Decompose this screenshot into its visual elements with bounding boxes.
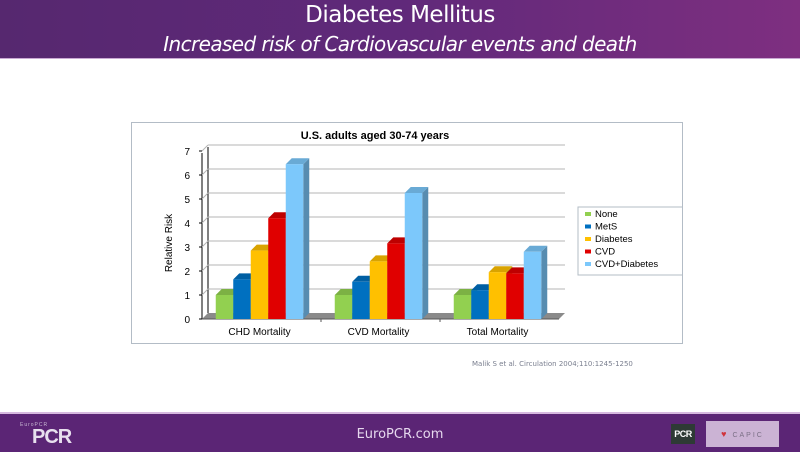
x-ticks: CHD Mortality CVD Mortality Total Mortalit… xyxy=(228,319,528,338)
legend-label: CVD xyxy=(595,247,615,258)
y-ticks: 0 1 2 3 4 5 6 7 xyxy=(184,147,202,326)
bar-diabetes-1 xyxy=(369,261,388,319)
bar-cvd-diabetes-0 xyxy=(285,164,304,319)
capic-logo: ♥ CAPIC xyxy=(706,421,779,447)
bar-cvd-diabetes-2 xyxy=(523,251,542,319)
legend-swatch xyxy=(585,249,591,254)
footer-site-link[interactable]: EuroPCR.com xyxy=(356,427,444,442)
logo-big-text: PCR xyxy=(32,426,72,448)
y-tick-label: 5 xyxy=(184,195,190,206)
y-tick-label: 4 xyxy=(184,219,190,230)
y-tick-label: 7 xyxy=(184,147,190,158)
gridline-diag xyxy=(201,192,209,200)
x-tick-label: Total Mortality xyxy=(467,327,529,338)
bar-none-0 xyxy=(215,295,234,319)
citation: Malik S et al. Circulation 2004;110:1245… xyxy=(472,360,633,368)
bar-cvd-diabetes-1 xyxy=(404,193,423,319)
bar-mets-2 xyxy=(471,290,489,319)
bar-top xyxy=(404,187,429,193)
legend-box xyxy=(577,206,682,276)
bar-chart: U.S. adults aged 30-74 years Relative Ri… xyxy=(164,130,682,338)
slide-title: Diabetes Mellitus xyxy=(305,2,495,28)
y-tick-label: 3 xyxy=(184,243,190,254)
gridline-diag xyxy=(201,240,209,248)
bar-top xyxy=(488,266,513,273)
pcr-logo: PCR xyxy=(671,424,695,444)
y-tick-label: 1 xyxy=(184,291,190,302)
bar-cvd-1 xyxy=(387,243,405,319)
x-tick-label: CVD Mortality xyxy=(348,327,410,338)
capic-text: CAPIC xyxy=(732,432,764,439)
y-tick-label: 0 xyxy=(184,315,190,326)
legend-label: MetS xyxy=(595,222,617,233)
bar-mets-0 xyxy=(233,279,251,319)
slide-subtitle: Increased risk of Cardiovascular events … xyxy=(163,32,637,56)
gridline-diag xyxy=(201,288,209,296)
gridline-diag xyxy=(201,144,209,152)
legend-swatch xyxy=(585,237,591,241)
bar-side xyxy=(541,245,548,319)
y-tick-label: 2 xyxy=(184,267,190,278)
bar-top xyxy=(285,158,310,165)
bar-side xyxy=(422,187,429,319)
legend-swatch xyxy=(585,262,591,266)
y-tick-label: 6 xyxy=(184,171,190,182)
chart-frame: U.S. adults aged 30-74 years Relative Ri… xyxy=(131,122,683,344)
slide-header: Diabetes Mellitus Increased risk of Card… xyxy=(0,0,800,59)
gridline-diag xyxy=(201,216,209,224)
bar-none-1 xyxy=(334,295,353,319)
legend-label: None xyxy=(595,209,618,220)
legend-swatch xyxy=(585,224,591,229)
bar-cvd-2 xyxy=(506,273,524,319)
bar-diabetes-2 xyxy=(488,272,507,319)
legend-label: Diabetes xyxy=(595,234,633,245)
bar-cvd-0 xyxy=(268,218,286,319)
y-axis-label: Relative Risk xyxy=(164,213,175,272)
bar-diabetes-0 xyxy=(250,250,269,319)
europcr-logo: EuroPCR PCR xyxy=(20,422,80,448)
slide-footer: EuroPCR PCR EuroPCR.com PCR ♥ CAPIC xyxy=(0,412,800,452)
bar-side xyxy=(303,158,310,319)
gridline-diag xyxy=(201,168,209,176)
bars xyxy=(215,158,548,319)
legend-swatch xyxy=(585,212,591,216)
bar-none-2 xyxy=(453,295,472,319)
legend-label: CVD+Diabetes xyxy=(595,259,658,270)
heart-icon: ♥ xyxy=(721,429,729,439)
chart-title: U.S. adults aged 30-74 years xyxy=(301,130,450,142)
gridline-diag xyxy=(201,264,209,272)
bar-mets-1 xyxy=(352,281,370,319)
bar-top xyxy=(523,245,548,252)
logo-small-text: EuroPCR xyxy=(20,422,49,428)
x-tick-label: CHD Mortality xyxy=(228,327,290,338)
